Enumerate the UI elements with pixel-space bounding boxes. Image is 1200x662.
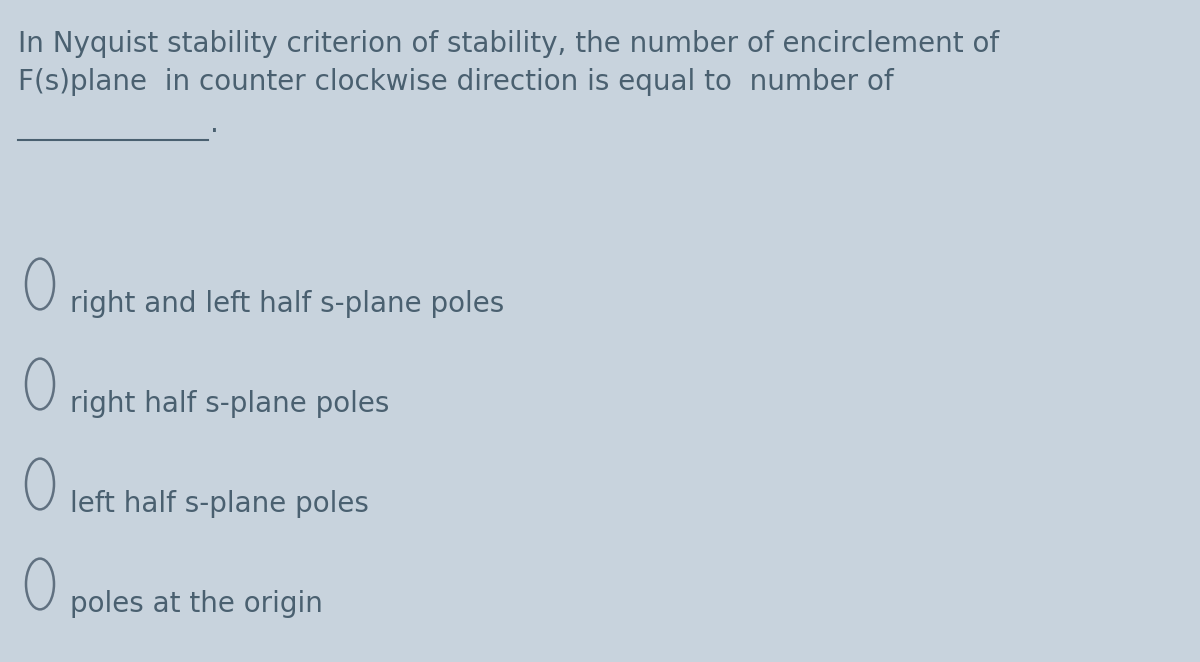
- Text: right half s-plane poles: right half s-plane poles: [70, 390, 389, 418]
- Text: In Nyquist stability criterion of stability, the number of encirclement of: In Nyquist stability criterion of stabil…: [18, 30, 1000, 58]
- Text: F(s)plane  in counter clockwise direction is equal to  number of: F(s)plane in counter clockwise direction…: [18, 68, 894, 96]
- Text: poles at the origin: poles at the origin: [70, 590, 323, 618]
- Text: .: .: [210, 110, 218, 138]
- Text: left half s-plane poles: left half s-plane poles: [70, 490, 368, 518]
- Text: right and left half s-plane poles: right and left half s-plane poles: [70, 290, 504, 318]
